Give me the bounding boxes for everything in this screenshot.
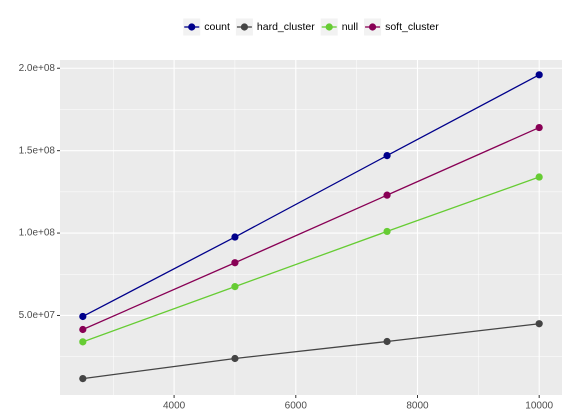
data-point bbox=[535, 123, 543, 132]
data-point bbox=[231, 259, 239, 267]
series-line bbox=[82, 323, 540, 380]
x-tick-label: 10000 bbox=[525, 401, 553, 412]
x-tick-label: 4000 bbox=[163, 401, 186, 412]
data-point bbox=[231, 283, 239, 291]
legend-key-point bbox=[368, 23, 377, 31]
data-point bbox=[231, 233, 239, 241]
legend-label: hard_cluster bbox=[257, 21, 315, 33]
x-tick-label: 8000 bbox=[406, 401, 429, 412]
y-tick-label: 5.0e+07 bbox=[19, 310, 56, 321]
data-point bbox=[79, 375, 87, 383]
panel bbox=[60, 60, 562, 395]
legend-label: null bbox=[342, 21, 358, 33]
y-tick-label: 1.0e+08 bbox=[19, 228, 56, 239]
data-point bbox=[535, 320, 543, 328]
series-line bbox=[82, 74, 540, 318]
y-tick-label: 1.5e+08 bbox=[19, 145, 56, 156]
data-point bbox=[383, 227, 391, 236]
series-line bbox=[82, 176, 540, 343]
legend-label: soft_cluster bbox=[385, 21, 439, 33]
data-point bbox=[383, 151, 391, 160]
data-point bbox=[535, 71, 543, 79]
series-line bbox=[82, 126, 540, 331]
legend-key-point bbox=[240, 23, 249, 31]
legend-key-point bbox=[325, 23, 333, 31]
legend-label: count bbox=[204, 21, 230, 33]
data-point bbox=[383, 337, 391, 346]
data-point bbox=[79, 312, 87, 321]
data-point bbox=[535, 173, 543, 181]
data-point bbox=[79, 325, 87, 334]
data-point bbox=[383, 191, 391, 199]
legend-key-point bbox=[188, 23, 196, 31]
data-point bbox=[79, 338, 87, 346]
x-tick-label: 6000 bbox=[285, 401, 308, 412]
y-tick-label: 2.0e+08 bbox=[19, 63, 56, 74]
data-point bbox=[231, 354, 239, 363]
